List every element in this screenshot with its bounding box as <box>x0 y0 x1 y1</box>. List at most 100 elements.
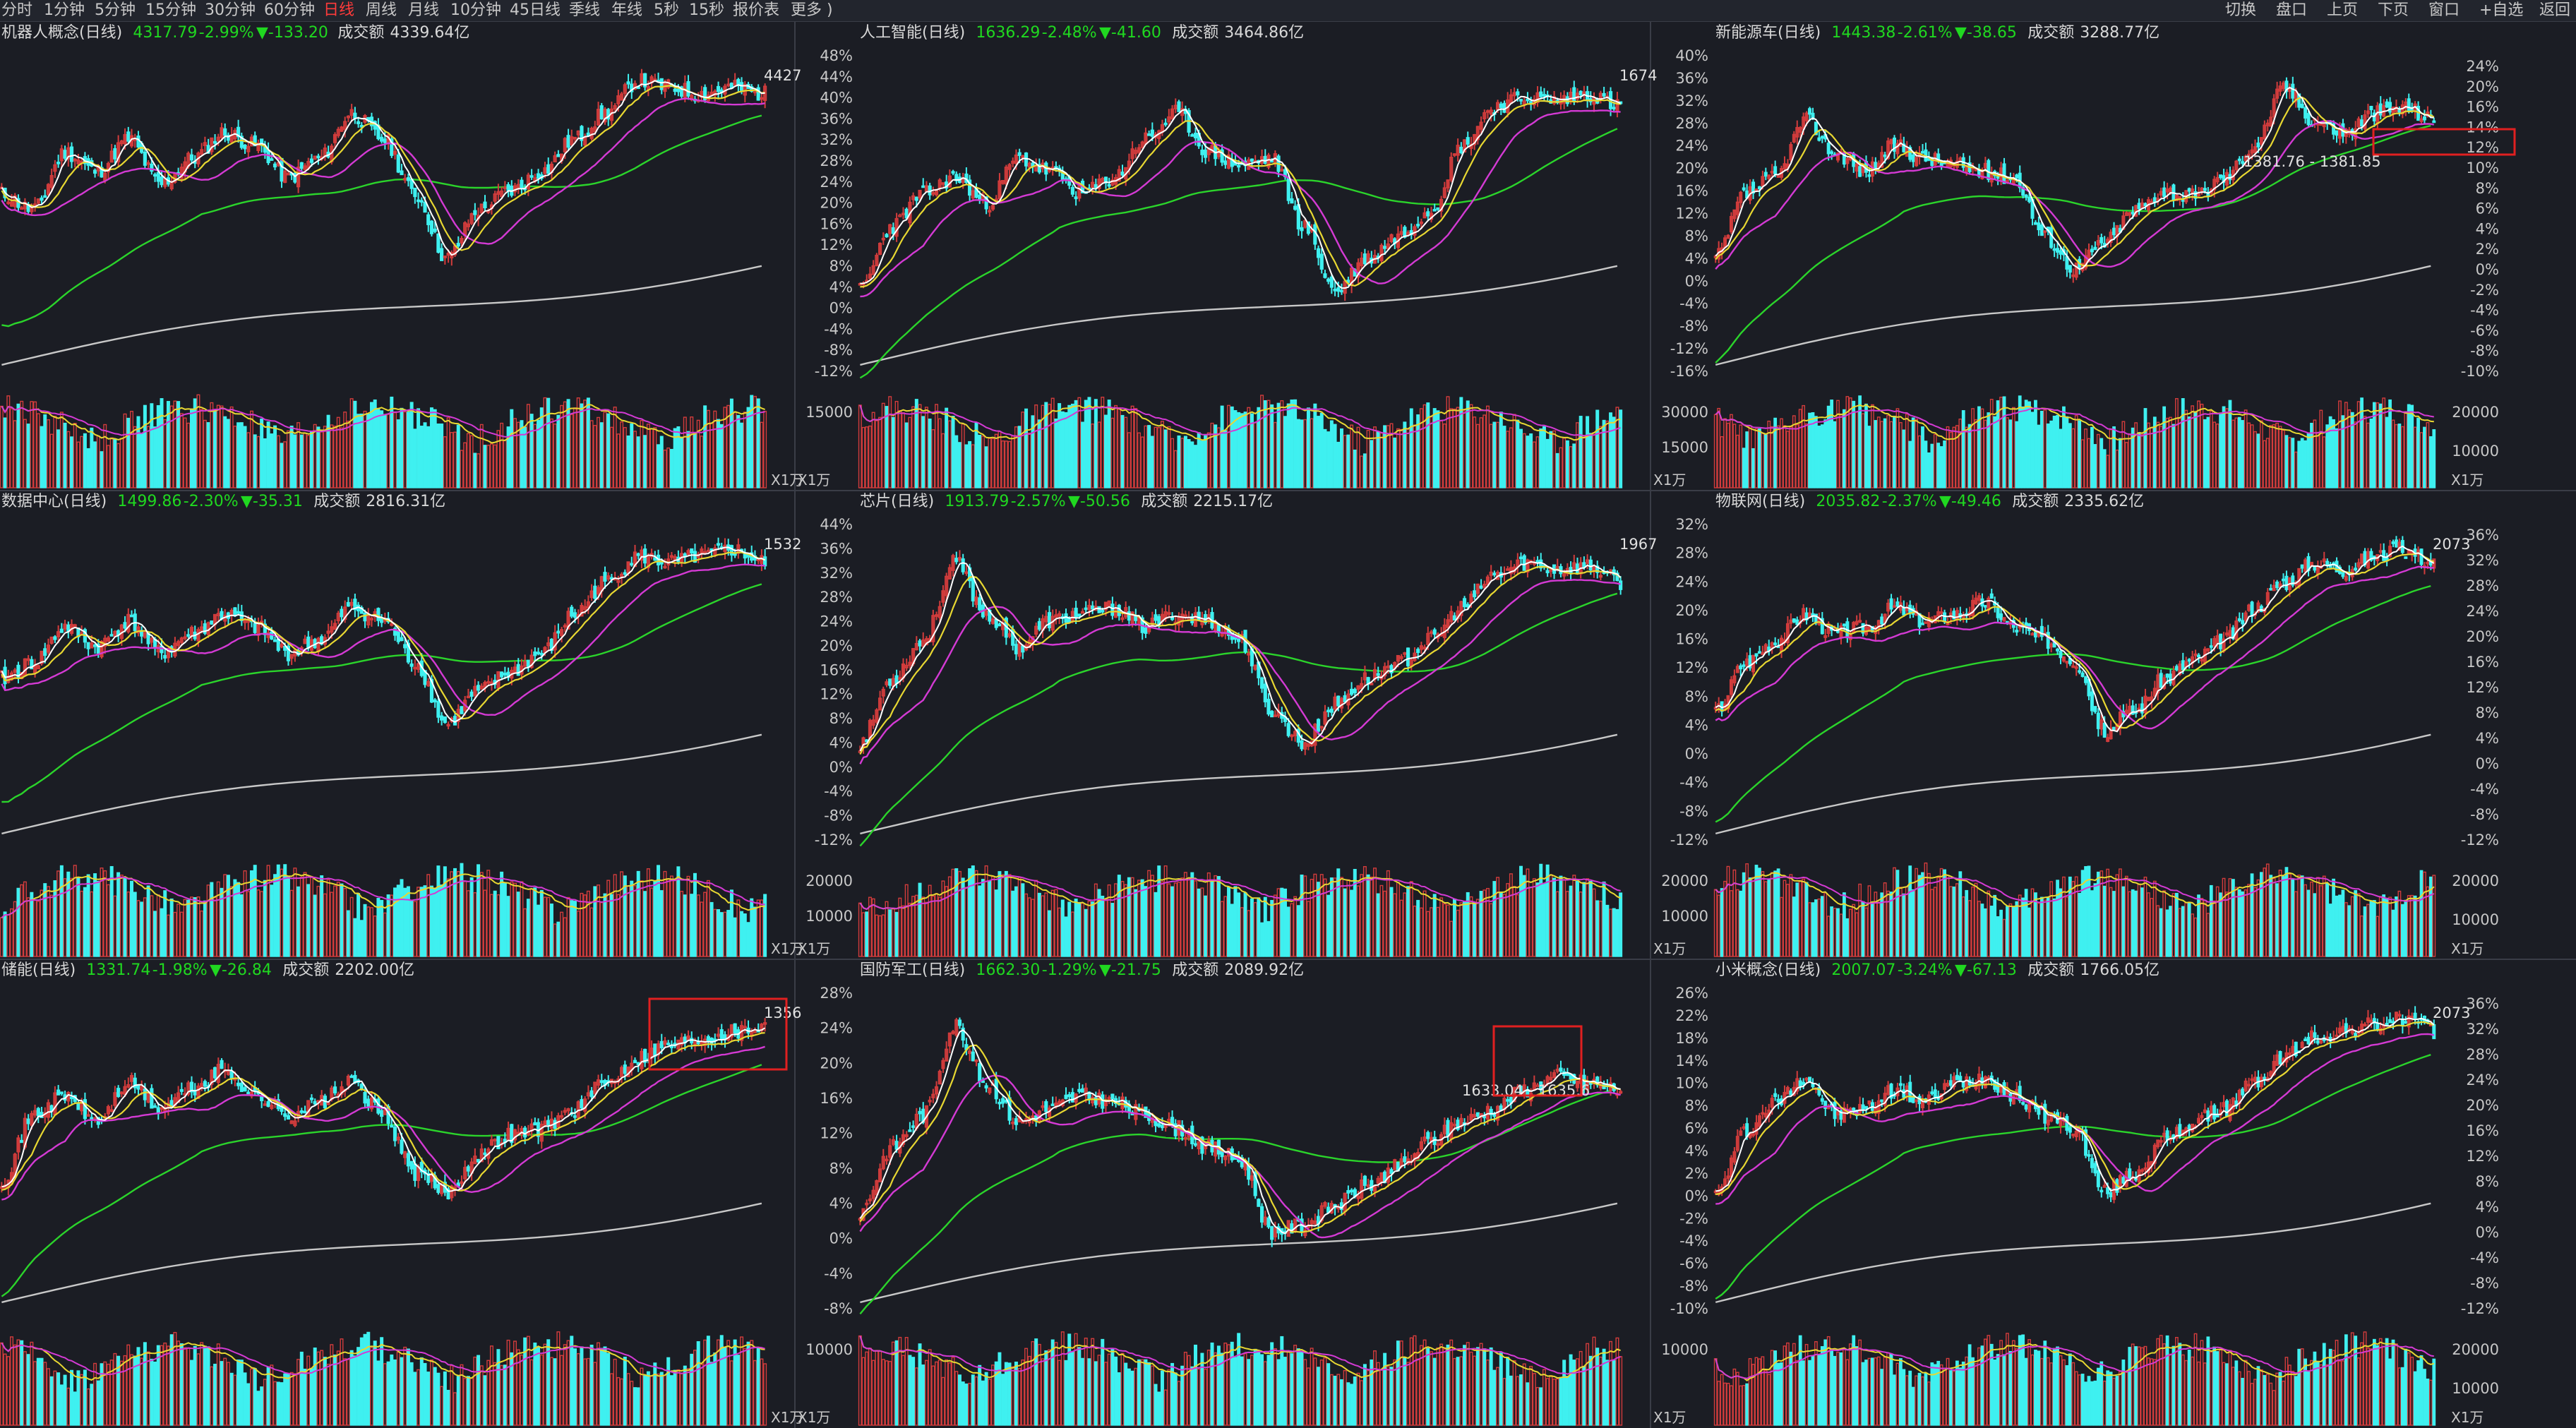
volume-bar <box>1933 887 1937 957</box>
chart-panel-2[interactable]: 新能源车(日线) 1443.38 -2.61% ▼-38.65 成交额 3288.77亿4… <box>1653 24 2516 488</box>
period-tab[interactable]: 5分钟 <box>95 1 136 19</box>
volume-bar <box>978 435 982 488</box>
toolbar-action-1[interactable]: 盘口 <box>2276 1 2308 19</box>
chart-panel-0[interactable]: 机器人概念(日线) 4317.79 -2.99% ▼-133.20 成交额 4339.64… <box>0 24 804 488</box>
volume-bar <box>203 1345 207 1426</box>
volume-bar <box>2250 424 2254 488</box>
volume-bar <box>636 436 640 488</box>
candle-body <box>599 1080 604 1084</box>
volume-bar <box>1074 400 1078 488</box>
toolbar-action-2[interactable]: 上页 <box>2327 1 2359 19</box>
volume-bar <box>984 446 988 488</box>
candle-body <box>369 1097 374 1110</box>
panel-name: 新能源车(日线) <box>1715 24 1821 42</box>
period-tab[interactable]: 60分钟 <box>264 1 315 19</box>
volume-bar <box>1048 910 1051 957</box>
candle-body <box>636 553 640 556</box>
volume-bar <box>179 413 184 488</box>
volume-bar <box>733 917 737 957</box>
volume-bar <box>2382 894 2386 957</box>
volume-bar <box>680 436 684 488</box>
y-axis-label: 32% <box>1675 92 1708 109</box>
period-tab[interactable]: 周线 <box>366 1 397 19</box>
volume-bar <box>526 1336 530 1426</box>
candle-body <box>2156 674 2160 694</box>
chart-panel-4[interactable]: 芯片(日线) 1913.79 -2.57% ▼-50.56 成交额 2215.17亿44%… <box>798 493 1657 957</box>
candle-body <box>236 1082 241 1086</box>
volume-bar <box>349 398 354 488</box>
candle-body <box>2378 103 2383 116</box>
volume-bar <box>2376 402 2380 488</box>
candle-body <box>473 1156 477 1165</box>
toolbar-action-6[interactable]: 返回 <box>2539 1 2571 19</box>
chart-panel-1[interactable]: 人工智能(日线) 1636.29 -2.48% ▼-41.60 成交额 3464.86亿4… <box>798 24 1657 488</box>
volume-bar <box>496 894 501 957</box>
volume-bar <box>90 891 94 957</box>
volume-bar <box>1535 436 1540 488</box>
volume-bar <box>1011 890 1015 957</box>
volume-bar <box>683 416 687 488</box>
period-tab[interactable]: 季线 <box>569 1 601 19</box>
toolbar-action-5[interactable]: +自选 <box>2479 1 2524 19</box>
candle-body <box>460 706 464 714</box>
candle-body <box>2209 645 2213 648</box>
period-tab[interactable]: 1分钟 <box>44 1 85 19</box>
period-tab[interactable]: 报价表 <box>733 1 780 19</box>
volume-bar <box>526 899 530 957</box>
candle-body <box>1346 280 1350 283</box>
period-tab[interactable]: 更多 ) <box>791 1 833 19</box>
candle-body <box>2237 158 2241 162</box>
right-axis-label: 20% <box>2466 78 2499 95</box>
chart-panel-6[interactable]: 储能(日线) 1331.74 -1.98% ▼-26.84 成交额 2202.00亿135… <box>0 961 804 1426</box>
candle-body <box>1908 147 1912 160</box>
volume-bar <box>2006 417 2009 488</box>
period-tab[interactable]: 30分钟 <box>205 1 256 19</box>
candle-body <box>189 154 194 161</box>
candle-body <box>246 145 251 152</box>
period-tab[interactable]: 5秒 <box>654 1 679 19</box>
volume-bar <box>1356 426 1360 488</box>
volume-bar <box>1965 426 1969 488</box>
candle-body <box>620 573 624 577</box>
volume-bar <box>1732 424 1737 488</box>
chart-panel-3[interactable]: 数据中心(日线) 1499.86 -2.30% ▼-35.31 成交额 2816.31亿1… <box>0 493 804 957</box>
toolbar-action-3[interactable]: 下页 <box>2378 1 2409 19</box>
volume-bar <box>1031 415 1035 488</box>
chart-panel-5[interactable]: 物联网(日线) 2035.82 -2.37% ▼-49.46 成交额 2335.62亿32… <box>1653 493 2499 957</box>
volume-bar <box>513 882 517 957</box>
volume-bar <box>2243 889 2248 957</box>
candle-body <box>529 654 534 668</box>
volume-bar <box>961 877 965 957</box>
volume-bar <box>1619 892 1623 957</box>
period-tab[interactable]: 15秒 <box>689 1 724 19</box>
candle-body <box>1921 623 1924 625</box>
candle-body <box>293 1120 297 1127</box>
volume-bar <box>2407 895 2411 957</box>
period-tab[interactable]: 45日线 <box>510 1 561 19</box>
toolbar-action-0[interactable]: 切换 <box>2225 1 2257 19</box>
period-tab[interactable]: 月线 <box>408 1 440 19</box>
candle-body <box>2059 650 2063 659</box>
candle-body <box>340 1086 344 1095</box>
y-axis-label: 20% <box>820 195 853 212</box>
volume-bar <box>136 900 140 957</box>
candle-body <box>1137 147 1142 153</box>
candle-body <box>1323 273 1327 278</box>
volume-bar <box>436 865 441 957</box>
candle-body <box>2259 606 2263 612</box>
period-tab[interactable]: 15分钟 <box>145 1 196 19</box>
candle-body <box>921 639 925 647</box>
volume-bar <box>276 435 280 488</box>
volume-bar <box>1170 438 1175 488</box>
candle-body <box>1386 665 1390 668</box>
volume-bar <box>286 1373 290 1426</box>
volume-bar <box>726 910 731 957</box>
volume-bar <box>646 868 650 957</box>
period-tab[interactable]: 分时 <box>1 1 33 19</box>
period-tab[interactable]: 10分钟 <box>450 1 501 19</box>
period-tab[interactable]: 年线 <box>611 1 643 19</box>
toolbar-action-4[interactable]: 窗口 <box>2428 1 2460 19</box>
period-tab[interactable]: 日线 <box>323 1 355 19</box>
volume-bar <box>2356 893 2361 957</box>
candle-body <box>466 223 470 227</box>
